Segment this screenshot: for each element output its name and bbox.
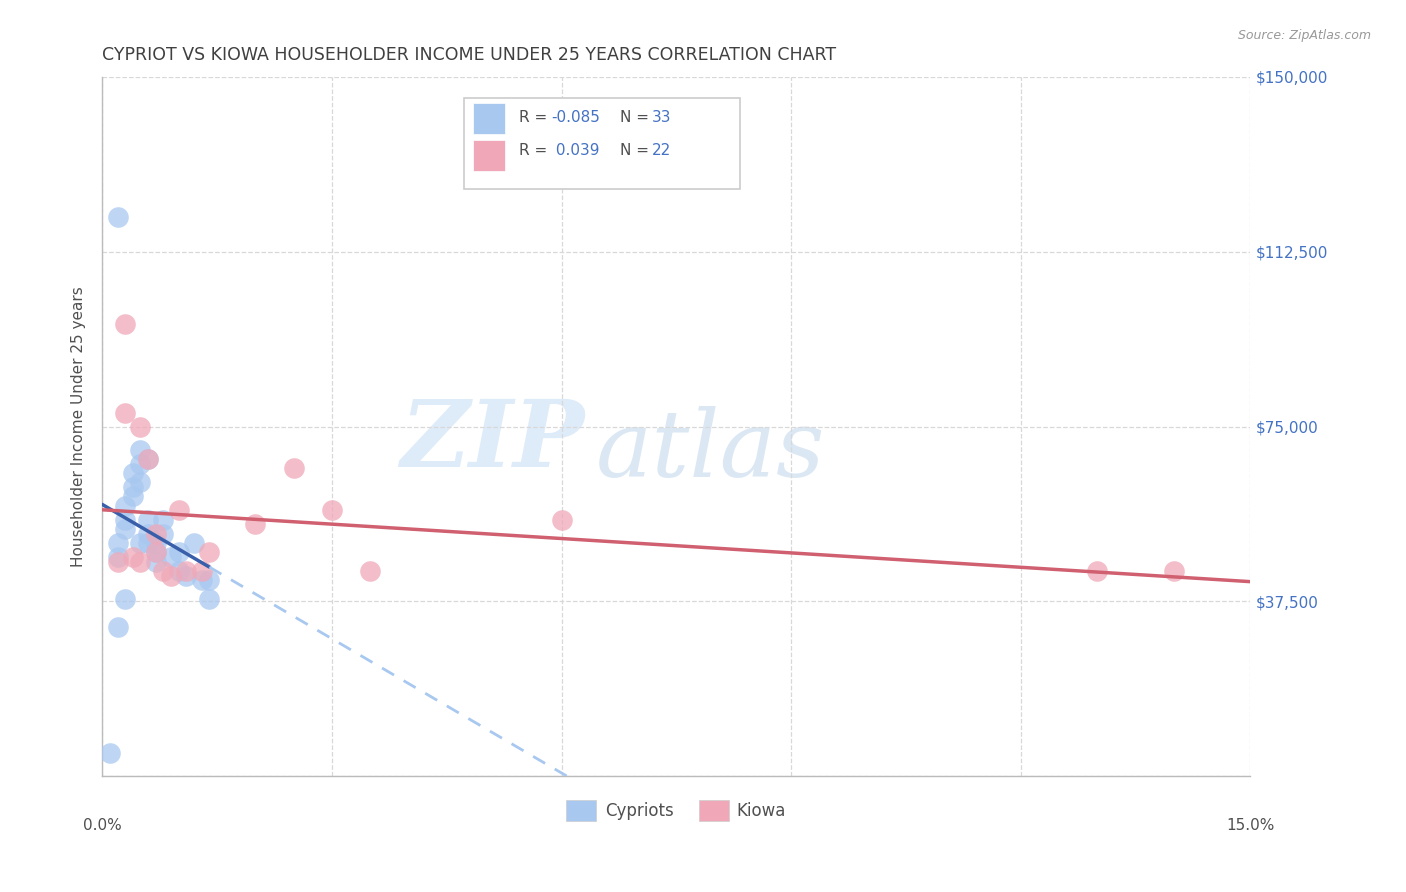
Point [114, 513, 136, 527]
Text: ZIP: ZIP [401, 395, 585, 485]
Point [145, 526, 167, 541]
Point [550, 513, 572, 527]
Point [121, 480, 143, 494]
Point [190, 574, 212, 588]
Point [198, 592, 221, 607]
Point [107, 536, 129, 550]
Point [136, 452, 159, 467]
Point [145, 555, 167, 569]
Point [1163, 564, 1185, 578]
Text: 0.0%: 0.0% [83, 818, 121, 833]
Point [160, 550, 183, 565]
Text: 33: 33 [652, 111, 672, 126]
Point [145, 545, 167, 559]
Point [129, 457, 152, 471]
Point [152, 513, 174, 527]
Text: Source: ZipAtlas.com: Source: ZipAtlas.com [1237, 29, 1371, 42]
Point [198, 574, 221, 588]
Text: 22: 22 [652, 144, 672, 158]
Point [98, 746, 121, 760]
Point [152, 526, 174, 541]
Point [136, 452, 159, 467]
Text: N =: N = [620, 111, 654, 126]
Point [359, 564, 381, 578]
Point [198, 545, 221, 559]
Point [107, 550, 129, 565]
Point [160, 568, 183, 582]
Text: N =: N = [620, 144, 654, 158]
Point [283, 461, 305, 475]
Point [145, 545, 167, 559]
Point [107, 210, 129, 224]
Point [245, 517, 267, 532]
FancyBboxPatch shape [472, 140, 505, 171]
Point [114, 499, 136, 513]
Point [321, 503, 343, 517]
Point [107, 555, 129, 569]
Point [114, 592, 136, 607]
Point [176, 564, 198, 578]
Text: 15.0%: 15.0% [1226, 818, 1275, 833]
Point [129, 475, 152, 490]
Point [167, 503, 190, 517]
Point [136, 513, 159, 527]
Point [129, 442, 152, 457]
Point [176, 568, 198, 582]
Point [183, 536, 205, 550]
Point [114, 522, 136, 536]
Point [167, 564, 190, 578]
Point [167, 545, 190, 559]
Point [121, 466, 143, 480]
FancyBboxPatch shape [472, 103, 505, 134]
Point [107, 620, 129, 634]
Text: R =: R = [519, 111, 553, 126]
Point [145, 536, 167, 550]
Y-axis label: Householder Income Under 25 years: Householder Income Under 25 years [72, 286, 86, 567]
Point [190, 564, 212, 578]
Point [152, 564, 174, 578]
Legend: Cypriots, Kiowa: Cypriots, Kiowa [560, 794, 793, 827]
Point [129, 536, 152, 550]
Point [129, 555, 152, 569]
Point [121, 490, 143, 504]
Point [136, 526, 159, 541]
Point [114, 406, 136, 420]
Text: 0.039: 0.039 [551, 144, 600, 158]
Text: atlas: atlas [596, 406, 825, 496]
Text: R =: R = [519, 144, 553, 158]
Text: CYPRIOT VS KIOWA HOUSEHOLDER INCOME UNDER 25 YEARS CORRELATION CHART: CYPRIOT VS KIOWA HOUSEHOLDER INCOME UNDE… [103, 46, 837, 64]
Point [1087, 564, 1109, 578]
Point [114, 317, 136, 331]
Text: -0.085: -0.085 [551, 111, 600, 126]
Point [121, 550, 143, 565]
FancyBboxPatch shape [464, 98, 740, 189]
Point [129, 419, 152, 434]
Point [136, 536, 159, 550]
